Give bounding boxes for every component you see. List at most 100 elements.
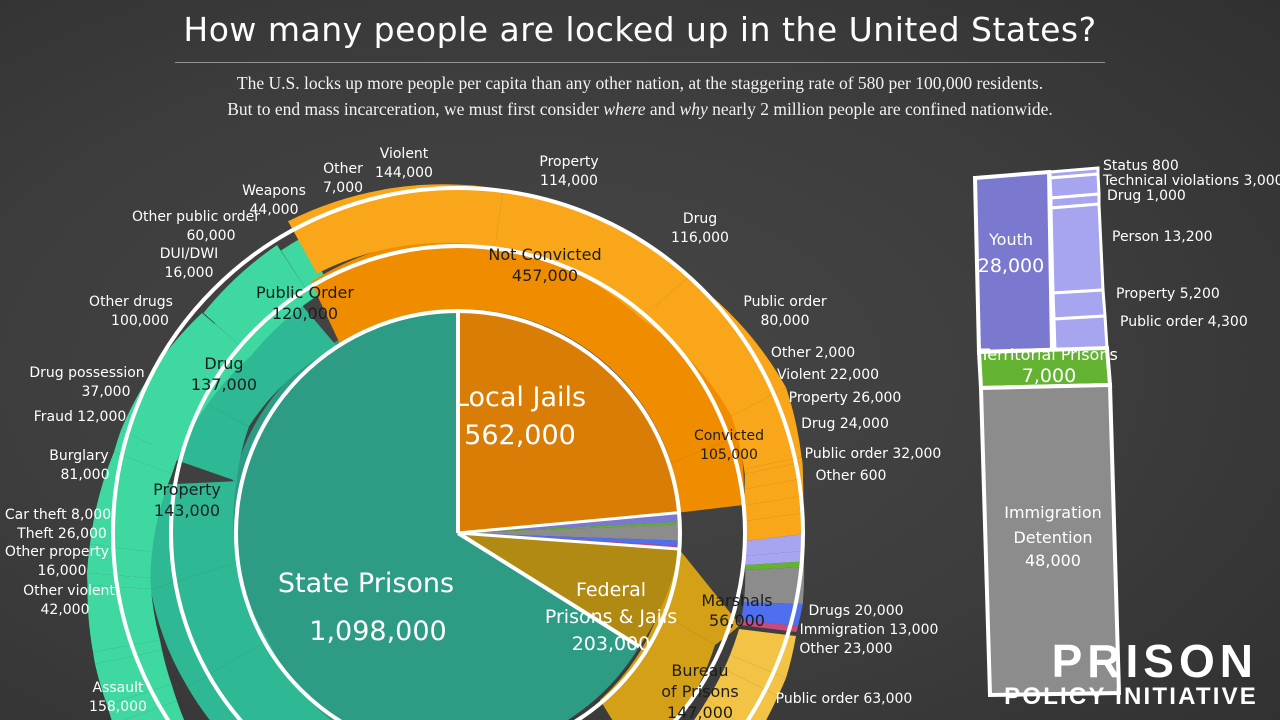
ring3-federal bbox=[660, 629, 796, 720]
ring-immigration-outer[interactable] bbox=[744, 567, 805, 604]
convicted-label: Convicted bbox=[694, 428, 764, 444]
label-other-7000-name: Other bbox=[323, 161, 363, 177]
ring3-fraud[interactable] bbox=[87, 573, 151, 589]
label-jail-public-order-name: Public order bbox=[743, 294, 826, 310]
label-assault-value: 158,000 bbox=[89, 699, 147, 715]
immigration-label-line2: Detention bbox=[1013, 528, 1092, 547]
ring3-jail-drug[interactable] bbox=[641, 277, 786, 417]
state-prisons-label: State Prisons bbox=[278, 568, 454, 599]
territorial-label: Territorial Prisons bbox=[979, 345, 1118, 364]
label-fraud: Fraud 12,000 bbox=[34, 409, 127, 425]
youth-property-block[interactable] bbox=[1051, 288, 1107, 321]
subtitle-part-b: and bbox=[645, 99, 680, 119]
ring3-conv-violent[interactable] bbox=[744, 462, 804, 489]
ring3-weapons[interactable] bbox=[203, 245, 313, 356]
label-car-theft: Car theft 8,000 bbox=[5, 507, 111, 523]
title-divider bbox=[175, 62, 1105, 63]
subtitle-part-c: nearly 2 million people are confined nat… bbox=[707, 99, 1053, 119]
ring-indian-country-outer[interactable] bbox=[741, 602, 803, 626]
state-public-order-value: 120,000 bbox=[272, 304, 338, 323]
label-youth-status: Status 800 bbox=[1103, 158, 1179, 174]
ring3-other-drugs[interactable] bbox=[90, 452, 172, 552]
ring-civil-commitment-outer[interactable] bbox=[740, 620, 798, 632]
ring3-fed-public-order[interactable] bbox=[660, 700, 757, 720]
ring3-jail-other2000[interactable] bbox=[744, 457, 803, 474]
ring3-conv-drug[interactable] bbox=[744, 496, 804, 521]
label-conv-other600: Other 600 bbox=[816, 468, 887, 484]
label-other-violent-value: 42,000 bbox=[41, 602, 90, 618]
ring3-state bbox=[87, 237, 331, 720]
territorial-value: 7,000 bbox=[1022, 365, 1076, 387]
label-youth-public-order: Public order 4,300 bbox=[1120, 314, 1248, 330]
ring3-conv-property[interactable] bbox=[744, 478, 804, 506]
center-labels: State Prisons 1,098,000 Local Jails 562,… bbox=[278, 382, 677, 655]
ring3-fed-immigration[interactable] bbox=[724, 655, 786, 696]
ring3-fed-drugs[interactable] bbox=[730, 629, 796, 678]
label-fed-immigration: Immigration 13,000 bbox=[800, 622, 939, 638]
label-youth-drug: Drug 1,000 bbox=[1107, 188, 1186, 204]
jail-outer-labels: Violent 144,000 Property 114,000 Drug 11… bbox=[375, 146, 941, 484]
subtitle-emphasis-why: why bbox=[679, 99, 708, 119]
label-conv-violent: Violent 22,000 bbox=[777, 367, 879, 383]
wedge-immigration-detention[interactable] bbox=[458, 524, 681, 541]
state-drug-label: Drug bbox=[204, 354, 243, 373]
ring-youth-outer bbox=[744, 534, 805, 565]
ring3-fed-other[interactable] bbox=[707, 669, 778, 720]
label-other-7000-value: 7,000 bbox=[323, 180, 363, 196]
label-burglary-value: 81,000 bbox=[61, 467, 110, 483]
label-dui-value: 16,000 bbox=[165, 265, 214, 281]
ring2-bureau-of-prisons[interactable] bbox=[600, 612, 715, 720]
state-outer-labels: Other 7,000 Weapons 44,000 Other public … bbox=[5, 161, 363, 715]
label-fed-drugs: Drugs 20,000 bbox=[808, 603, 903, 619]
label-assault-name: Assault bbox=[93, 680, 145, 696]
youth-value: 28,000 bbox=[978, 255, 1044, 277]
label-other-public-order-value: 60,000 bbox=[187, 228, 236, 244]
ring3-drug-possession[interactable] bbox=[87, 544, 152, 578]
label-youth-person: Person 13,200 bbox=[1112, 229, 1212, 245]
ring3-other-property[interactable] bbox=[107, 684, 177, 720]
ring3-jail-public-order[interactable] bbox=[731, 387, 802, 470]
bop-label-line1: Bureau bbox=[671, 661, 728, 680]
ring3-other-violent[interactable] bbox=[113, 701, 196, 720]
subtitle-part-a: But to end mass incarceration, we must f… bbox=[227, 99, 604, 119]
state-property-value: 143,000 bbox=[154, 501, 220, 520]
wedge-federal-prisons[interactable] bbox=[458, 533, 679, 647]
youth-person-block[interactable] bbox=[1049, 202, 1105, 295]
ring3-youth-a[interactable] bbox=[745, 551, 805, 565]
immigration-label-line1: Immigration bbox=[1004, 503, 1102, 522]
ring2-youth[interactable] bbox=[744, 534, 804, 556]
wedge-state-prisons[interactable] bbox=[226, 310, 640, 720]
label-conv-property: Property 26,000 bbox=[789, 390, 902, 406]
label-youth-property: Property 5,200 bbox=[1116, 286, 1220, 302]
marshals-label: Marshals bbox=[701, 591, 772, 610]
label-theft: Theft 26,000 bbox=[16, 526, 107, 542]
ring3-other-public-order[interactable] bbox=[121, 313, 252, 457]
label-fed-other: Other 23,000 bbox=[799, 641, 892, 657]
wedge-territorial-prisons[interactable] bbox=[458, 522, 680, 533]
not-convicted-value: 457,000 bbox=[512, 266, 578, 285]
ring-territorial-outer[interactable] bbox=[745, 561, 805, 571]
ring2-state-violent[interactable] bbox=[150, 562, 268, 687]
label-weapons-name: Weapons bbox=[242, 183, 306, 199]
label-other-property-value: 16,000 bbox=[38, 563, 87, 579]
ring3-theft[interactable] bbox=[95, 650, 172, 705]
label-jail-violent-value: 144,000 bbox=[375, 165, 433, 181]
label-conv-other: Other 2,000 bbox=[771, 345, 855, 361]
ring3-car-theft[interactable] bbox=[93, 640, 162, 664]
ring3-jail-property[interactable] bbox=[495, 189, 688, 319]
label-other-violent-name: Other violent bbox=[23, 583, 115, 599]
label-other-property-name: Other property bbox=[5, 544, 109, 560]
ring2-marshals[interactable] bbox=[659, 549, 740, 645]
ring2-state-property[interactable] bbox=[145, 481, 238, 590]
not-convicted-label: Not Convicted bbox=[488, 245, 601, 264]
ring3-conv-public-order[interactable] bbox=[744, 513, 804, 541]
state-public-order-label: Public Order bbox=[256, 283, 354, 302]
ring2-convicted[interactable] bbox=[671, 436, 744, 513]
immigration-block[interactable] bbox=[978, 382, 1122, 698]
label-youth-technical: Technical violations 3,000 bbox=[1102, 173, 1280, 189]
wedge-local-jails[interactable] bbox=[458, 311, 679, 533]
ring3-dui[interactable] bbox=[114, 430, 178, 474]
state-drug-value: 137,000 bbox=[191, 375, 257, 394]
